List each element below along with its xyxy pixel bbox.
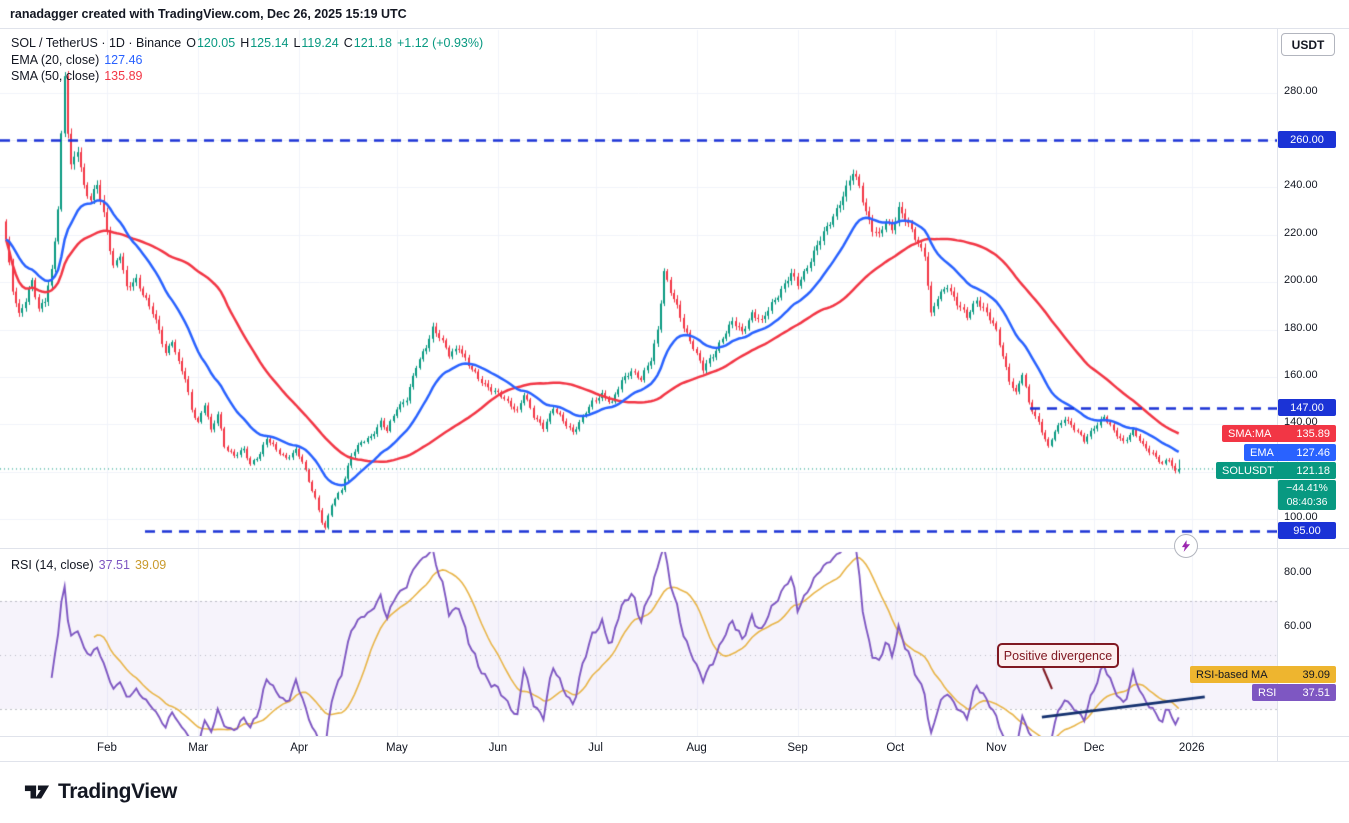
price-axis-divider <box>1277 28 1278 761</box>
price-tick: 220.00 <box>1284 226 1318 239</box>
level-flag-260[interactable]: 260.00 <box>1278 131 1336 148</box>
rsi-ma-flag-name: RSI-based MA <box>1196 668 1268 681</box>
month-label: Sep <box>787 742 808 754</box>
rsi-tick: 80.00 <box>1284 566 1312 578</box>
price-tick: 240.00 <box>1284 179 1318 192</box>
month-label: 2026 <box>1178 742 1205 754</box>
pane-divider[interactable] <box>0 548 1349 549</box>
month-label: Nov <box>986 742 1007 754</box>
rsi-legend-label: RSI (14, close) <box>11 558 94 572</box>
symbol-change: +1.12 (+0.93%) <box>396 36 484 50</box>
sma-legend-value: 135.89 <box>104 69 143 83</box>
bar-countdown: 08:40:36 <box>1286 496 1328 508</box>
ohlc-close: C 121.18 <box>343 36 392 50</box>
sma-flag-value: 135.89 <box>1296 427 1330 440</box>
sma-price-flag[interactable]: SMA:MA 135.89 <box>1222 425 1336 442</box>
attribution-text: ranadagger created with TradingView.com,… <box>10 7 407 21</box>
ema-flag-value: 127.46 <box>1296 446 1330 459</box>
chart-canvas[interactable] <box>0 0 1277 736</box>
symbol-title: SOL / TetherUS · 1D · Binance <box>11 36 182 50</box>
month-label: Apr <box>290 742 309 754</box>
rsi-ma-flag-value: 39.09 <box>1302 668 1330 681</box>
toolbar-divider <box>0 28 1349 29</box>
rsi-tick: 60.00 <box>1284 620 1312 632</box>
ohlc-low: L 119.24 <box>293 36 339 50</box>
tradingview-wordmark: TradingView <box>58 780 177 803</box>
rsi-flag-value: 37.51 <box>1302 686 1330 699</box>
sma-legend-label: SMA (50, close) <box>11 69 100 83</box>
month-label: Mar <box>188 742 209 754</box>
price-tick: 160.00 <box>1284 368 1318 381</box>
price-tick: 280.00 <box>1284 84 1318 97</box>
month-label: May <box>386 742 408 754</box>
month-label: Oct <box>886 742 905 754</box>
time-axis[interactable]: Feb Mar Apr May Jun Jul Aug Sep Oct Nov Dec 2026 <box>0 736 1277 761</box>
rsi-legend-value: 37.51 <box>98 558 130 572</box>
rsi-flag-name: RSI <box>1258 686 1277 699</box>
time-axis-divider <box>0 736 1349 737</box>
ema-legend-label: EMA (20, close) <box>11 53 100 67</box>
rsi-ma-legend-value: 39.09 <box>134 558 167 572</box>
rsi-legend[interactable]: RSI (14, close) 37.51 39.09 <box>11 557 166 573</box>
price-tick: 180.00 <box>1284 321 1318 334</box>
month-label: Dec <box>1083 742 1105 754</box>
footer-divider <box>0 761 1349 762</box>
ema-legend[interactable]: EMA (20, close) 127.46 <box>11 52 142 68</box>
ohlc-open: O 120.05 <box>186 36 236 50</box>
level-flag-147[interactable]: 147.00 <box>1278 399 1336 416</box>
currency-toggle-button[interactable]: USDT <box>1281 33 1335 56</box>
month-label: Jun <box>488 742 508 754</box>
positive-divergence-callout[interactable]: Positive divergence <box>997 643 1119 668</box>
ema-flag-name: EMA <box>1250 446 1274 459</box>
symbol-change-pct: −44.41% <box>1286 482 1328 494</box>
tradingview-logomark-icon <box>24 785 50 799</box>
rsi-flag[interactable]: RSI 37.51 <box>1252 684 1336 701</box>
price-tick: 200.00 <box>1284 274 1318 287</box>
ema-legend-value: 127.46 <box>104 53 143 67</box>
symbol-countdown-flag: −44.41% 08:40:36 <box>1278 480 1336 510</box>
symbol-price-flag[interactable]: SOLUSDT 121.18 <box>1216 462 1336 479</box>
month-label: Feb <box>97 742 117 754</box>
ema-price-flag[interactable]: EMA 127.46 <box>1244 444 1336 461</box>
symbol-flag-value: 121.18 <box>1296 464 1330 477</box>
lightning-bolt-glyph <box>1181 540 1191 552</box>
month-label: Jul <box>588 742 603 754</box>
ohlc-high: H 125.14 <box>240 36 289 50</box>
month-label: Aug <box>686 742 707 754</box>
symbol-flag-name: SOLUSDT <box>1222 464 1274 477</box>
rsi-ma-flag[interactable]: RSI-based MA 39.09 <box>1190 666 1336 683</box>
lightning-icon[interactable] <box>1174 534 1198 558</box>
sma-flag-name: SMA:MA <box>1228 427 1272 440</box>
sma-legend[interactable]: SMA (50, close) 135.89 <box>11 68 142 84</box>
price-tick: 100.00 <box>1284 511 1318 524</box>
level-flag-95[interactable]: 95.00 <box>1278 522 1336 539</box>
tradingview-logo[interactable]: TradingView <box>24 779 177 805</box>
